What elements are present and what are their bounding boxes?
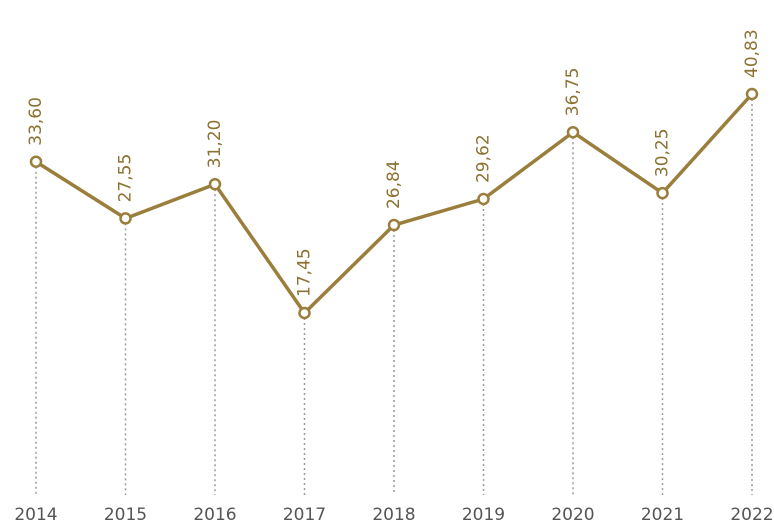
x-tick-label: 2020 — [551, 505, 594, 524]
x-tick-label: 2015 — [104, 505, 147, 524]
point — [298, 306, 311, 320]
value-label: 17,45 — [295, 248, 315, 297]
value-label: 27,55 — [116, 154, 136, 203]
point — [119, 212, 132, 225]
x-tick-label: 2019 — [462, 505, 505, 524]
point — [656, 186, 669, 200]
point — [745, 87, 759, 101]
point — [208, 177, 222, 191]
value-label: 36,75 — [563, 68, 583, 117]
point — [477, 192, 490, 206]
x-tick-label: 2016 — [193, 505, 236, 524]
x-tick-label: 2017 — [283, 505, 326, 524]
value-label: 29,62 — [474, 134, 494, 183]
x-tick-label: 2014 — [14, 505, 57, 524]
value-label: 26,84 — [384, 160, 404, 209]
x-tick-label: 2021 — [641, 505, 684, 524]
point — [387, 218, 401, 232]
x-tick-label: 2018 — [372, 505, 415, 524]
x-tick-label: 2022 — [730, 505, 773, 524]
value-label: 40,83 — [742, 29, 762, 78]
point — [29, 155, 43, 168]
value-label: 31,20 — [205, 120, 225, 169]
point — [566, 125, 580, 139]
value-label: 33,60 — [26, 97, 46, 146]
value-label: 30,25 — [653, 128, 673, 177]
